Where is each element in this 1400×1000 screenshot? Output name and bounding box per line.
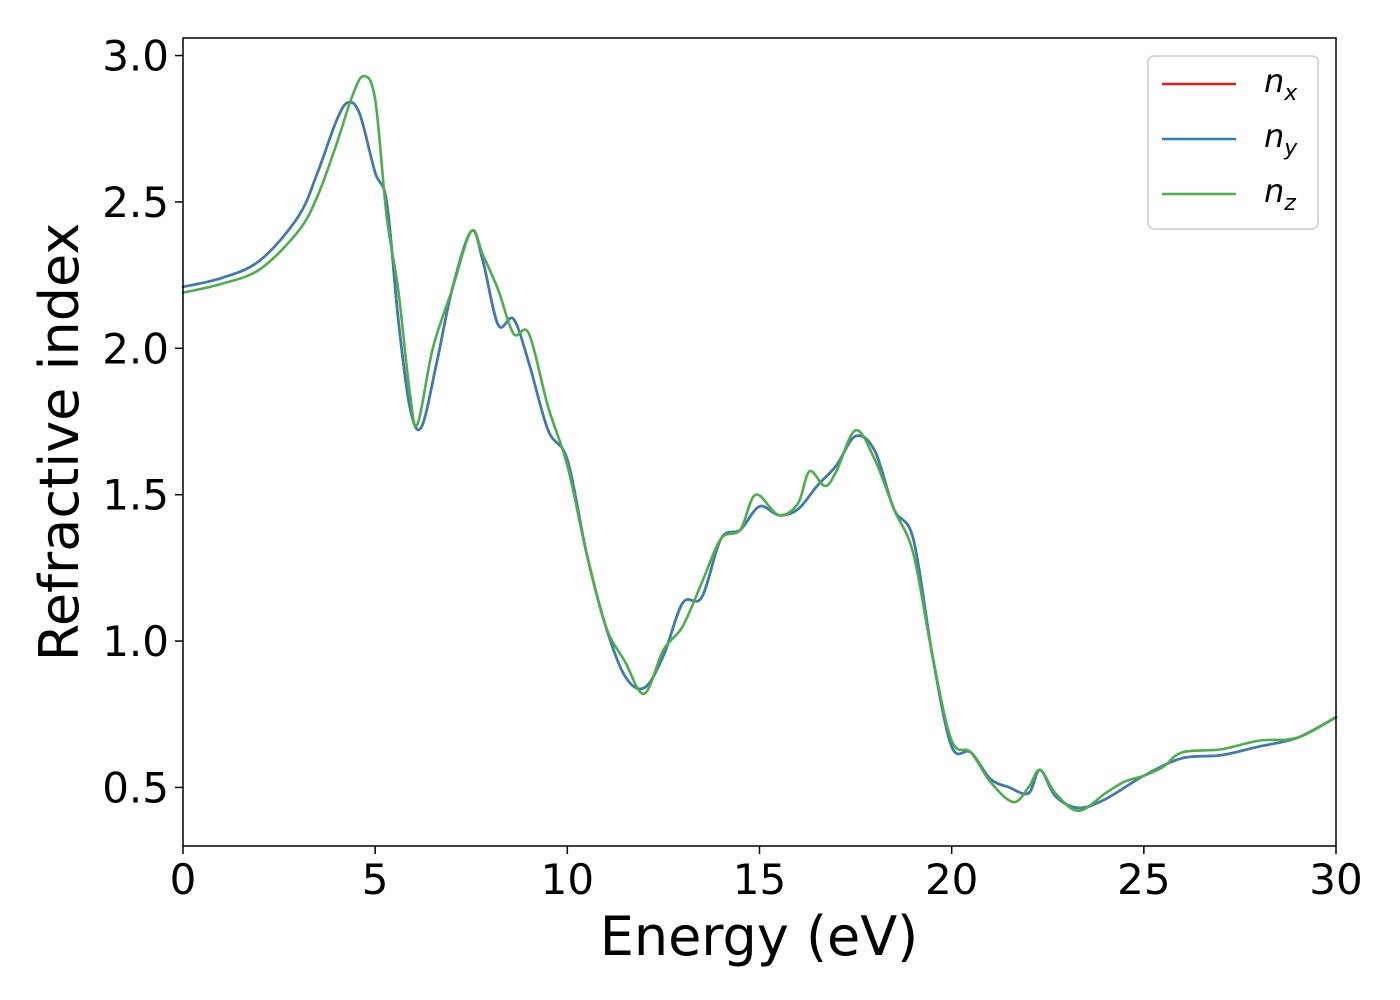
- x-axis-title: Energy (eV): [600, 905, 919, 968]
- legend-box: [1147, 55, 1319, 230]
- y-tick-label: 2.5: [102, 178, 169, 227]
- y-tick-label: 1.5: [102, 471, 169, 520]
- y-tick-label: 1.0: [102, 617, 169, 666]
- y-tick-label: 3.0: [102, 32, 169, 81]
- series-layer: [181, 74, 1338, 813]
- x-tick-label: 15: [733, 855, 786, 904]
- x-tick-label: 5: [362, 855, 389, 904]
- x-tick-label: 10: [541, 855, 594, 904]
- x-tick-label: 20: [925, 855, 978, 904]
- y-tick-label: 2.0: [102, 324, 169, 373]
- series-line-n-z: [181, 74, 1338, 813]
- y-tick-label: 0.5: [102, 763, 169, 812]
- x-tick-label: 0: [170, 855, 197, 904]
- x-ticks: 0 5 10 15 20 25 30: [170, 846, 1363, 904]
- x-tick-label: 25: [1117, 855, 1170, 904]
- y-axis-title: Refractive index: [28, 223, 91, 662]
- y-ticks: 0.5 1.0 1.5 2.0 2.5 3.0: [102, 32, 183, 812]
- x-tick-label: 30: [1309, 855, 1362, 904]
